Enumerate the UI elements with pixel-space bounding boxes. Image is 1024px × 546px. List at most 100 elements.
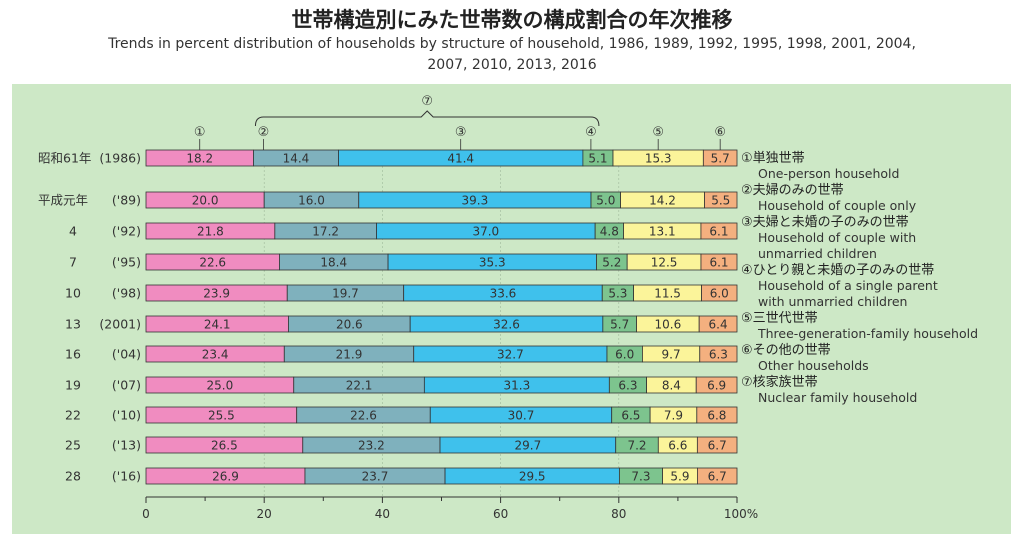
legend-label-jp: ④ひとり親と未婚の子のみの世帯 [741,263,934,278]
legend-label-jp: ①単独世帯 [741,150,805,166]
category-era-label: 22 [65,408,81,423]
bar-value-label: 20.0 [192,194,219,208]
category-era-label: 7 [69,255,77,270]
chart-title: 世帯構造別にみた世帯数の構成割合の年次推移 [291,8,733,32]
bar-value-label: 18.4 [320,256,347,270]
bar-value-label: 23.7 [362,470,389,484]
column-marker: ② [258,125,270,140]
bar-value-label: 5.9 [670,470,689,484]
group-marker: ⑦ [421,94,433,109]
bar-value-label: 6.7 [708,470,727,484]
category-era-label: 25 [65,438,81,453]
category-era-label: 10 [65,286,81,301]
bar-value-label: 22.1 [346,379,373,393]
category-era-label: 13 [65,317,81,332]
bar-value-label: 37.0 [472,225,499,239]
legend-label-en: One-person household [758,166,899,181]
bar-value-label: 12.5 [651,256,678,270]
bar-segment [701,284,738,302]
category-year-label: ('16) [112,469,141,484]
bar-value-label: 5.7 [610,318,629,332]
bar-segment [698,315,738,333]
bar-value-label: 14.4 [283,152,310,166]
bar-value-label: 8.4 [662,379,681,393]
bar-value-label: 15.3 [645,152,672,166]
bar-value-label: 26.5 [211,439,238,453]
bar-value-label: 24.1 [204,318,231,332]
bar-segment [695,376,738,394]
legend-label-en: with unmarried children [758,294,907,309]
bar-segment [700,253,738,271]
group-bracket [254,110,600,127]
legend-label-jp: ②夫婦のみの世帯 [741,182,844,198]
bar-value-label: 6.0 [615,348,634,362]
bar-value-label: 35.3 [479,256,506,270]
bar-value-label: 18.2 [186,152,213,166]
category-era-label: 16 [65,347,81,362]
x-tick-label: 40 [375,507,390,521]
bar-value-label: 7.2 [627,439,646,453]
bar-value-label: 22.6 [199,256,226,270]
bar-value-label: 6.6 [668,439,687,453]
bar-value-label: 6.9 [707,379,726,393]
category-era-label: 平成元年 [38,193,88,208]
bar-value-label: 10.6 [654,318,681,332]
bar-value-label: 6.3 [618,379,637,393]
bar-value-label: 33.6 [490,287,517,301]
category-year-label: (1986) [99,151,141,166]
category-era-label: 28 [65,469,81,484]
bar-value-label: 5.2 [602,256,621,270]
bar-value-label: 26.9 [212,470,239,484]
category-year-label: (2001) [99,317,141,332]
bar-value-label: 6.0 [710,287,729,301]
x-tick-label: 20 [257,507,272,521]
bar-segment [696,406,738,424]
bar-segment [697,467,738,485]
legend-label-jp: ⑤三世代世帯 [741,311,818,326]
bar-value-label: 21.9 [336,348,363,362]
chart-subtitle-line-1: Trends in percent distribution of househ… [108,36,916,52]
category-year-label: ('95) [112,255,141,270]
chart-subtitle-line-2: 2007, 2010, 2013, 2016 [427,57,597,73]
category-year-label: ('07) [112,378,141,393]
bar-value-label: 25.0 [207,379,234,393]
category-year-label: ('10) [112,408,141,423]
bar-segment [704,191,738,209]
bar-value-label: 32.6 [493,318,520,332]
bar-value-label: 14.2 [649,194,676,208]
x-tick-label: 0 [142,507,150,521]
x-tick-label: 100% [724,507,758,521]
bar-value-label: 6.3 [709,348,728,362]
bar-value-label: 13.1 [649,225,676,239]
category-era-label: 4 [69,224,77,239]
bar-value-label: 30.7 [508,409,535,423]
bar-value-label: 22.6 [350,409,377,423]
bar-value-label: 6.1 [709,225,728,239]
legend-label-en: Nuclear family household [758,390,917,405]
bar-value-label: 4.8 [600,225,619,239]
bar-value-label: 6.5 [621,409,640,423]
bar-value-label: 5.1 [588,152,607,166]
legend-label-jp: ③夫婦と未婚の子のみの世帯 [741,214,909,230]
category-year-label: ('13) [112,438,141,453]
bar-value-label: 5.3 [608,287,627,301]
bar-value-label: 6.7 [708,439,727,453]
bar-value-label: 17.2 [312,225,339,239]
bar-value-label: 21.8 [197,225,224,239]
bar-value-label: 29.7 [515,439,542,453]
bar-value-label: 25.5 [208,409,235,423]
bar-segment [700,222,738,240]
legend-label-en: Other households [758,358,869,373]
bar-value-label: 19.7 [332,287,359,301]
bar-value-label: 7.3 [631,470,650,484]
bar-segment [699,345,738,363]
bar-segment [702,149,738,167]
legend-label-en: Three-generation-family household [757,326,978,341]
bar-value-label: 5.7 [711,152,730,166]
category-year-label: ('98) [112,286,141,301]
column-marker: ⑤ [652,125,664,140]
legend-label-en: Household of couple only [758,198,917,213]
category-year-label: ('04) [112,347,141,362]
bar-value-label: 5.0 [596,194,615,208]
